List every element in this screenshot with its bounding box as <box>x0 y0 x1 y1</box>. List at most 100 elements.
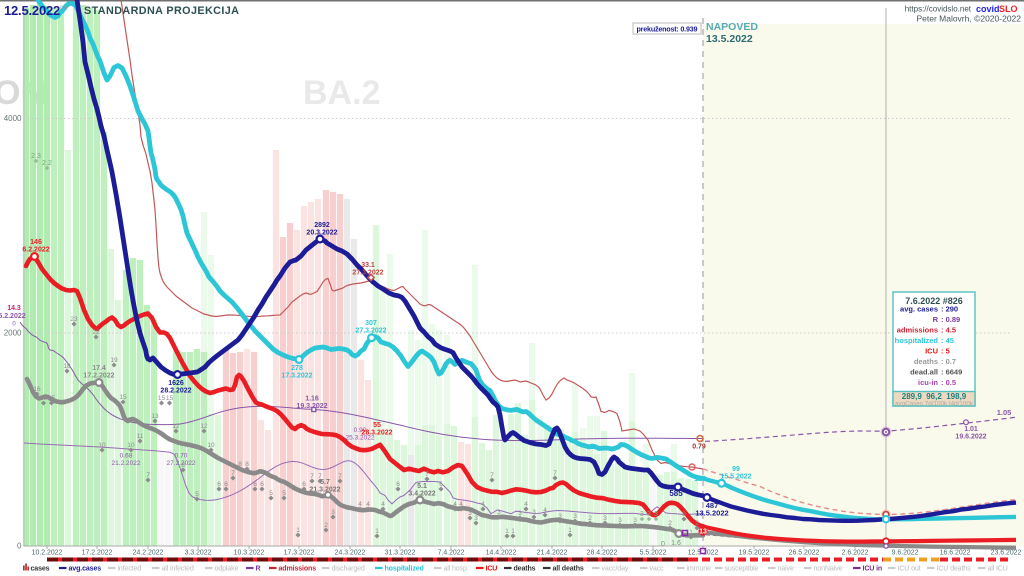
svg-text:15.5.2022: 15.5.2022 <box>720 474 751 481</box>
svg-text:6: 6 <box>396 481 400 488</box>
svg-text:0.79: 0.79 <box>692 444 706 451</box>
svg-text:STANDARDNA PROJEKCIJA: STANDARDNA PROJEKCIJA <box>84 5 239 17</box>
svg-text:4: 4 <box>381 501 385 508</box>
svg-text:ICU deaths: ICU deaths <box>937 565 972 573</box>
svg-text:10: 10 <box>98 442 106 449</box>
svg-text:278: 278 <box>291 365 303 372</box>
svg-text:6: 6 <box>302 481 306 488</box>
svg-text:3: 3 <box>474 515 478 522</box>
svg-text:R: R <box>256 565 261 573</box>
svg-text:3: 3 <box>633 517 637 524</box>
svg-text:16: 16 <box>33 386 41 393</box>
svg-text:5.1: 5.1 <box>417 483 427 490</box>
svg-text:admissions: admissions <box>897 326 938 335</box>
svg-text:13: 13 <box>151 413 159 420</box>
svg-text:all deaths: all deaths <box>553 565 584 573</box>
svg-text:0: 0 <box>661 541 665 548</box>
svg-text:22: 22 <box>92 329 100 336</box>
svg-text:17.3.2022: 17.3.2022 <box>284 550 315 557</box>
svg-text:1: 1 <box>511 528 515 535</box>
svg-text:10: 10 <box>127 442 135 449</box>
svg-text:hospitalized: hospitalized <box>895 336 939 345</box>
svg-text:6: 6 <box>217 481 221 488</box>
svg-text:2000: 2000 <box>4 329 22 338</box>
svg-text:7: 7 <box>338 473 342 480</box>
svg-text:2: 2 <box>324 522 328 529</box>
svg-text:3: 3 <box>618 517 622 524</box>
svg-text:2: 2 <box>695 520 699 527</box>
svg-text:8: 8 <box>181 462 185 469</box>
svg-text:1: 1 <box>505 528 509 535</box>
svg-text:ICU: ICU <box>486 565 498 573</box>
svg-text:27.3.2022: 27.3.2022 <box>355 328 386 335</box>
svg-text:dead.all: dead.all <box>910 368 938 377</box>
svg-text:hospitalized: hospitalized <box>385 565 424 573</box>
svg-text:24.2.2022: 24.2.2022 <box>133 550 164 557</box>
svg-text:7: 7 <box>553 470 557 477</box>
svg-text:4000: 4000 <box>4 114 22 123</box>
svg-text:infected: infected <box>118 565 142 573</box>
svg-text:19.5.2022: 19.5.2022 <box>739 550 770 557</box>
svg-text:susceptible: susceptible <box>725 565 759 573</box>
svg-text:immune: immune <box>687 565 712 573</box>
svg-text:10.2.2022: 10.2.2022 <box>32 550 63 557</box>
svg-text:4: 4 <box>524 501 528 508</box>
svg-text:18: 18 <box>63 363 71 370</box>
svg-text:NAPOVED: NAPOVED <box>706 21 758 33</box>
svg-text:21.4.2022: 21.4.2022 <box>537 550 568 557</box>
svg-text:3: 3 <box>682 511 686 518</box>
svg-text:7: 7 <box>490 472 494 479</box>
svg-text:admissions: admissions <box>279 565 317 573</box>
svg-text:14.3: 14.3 <box>7 305 21 312</box>
svg-text:3: 3 <box>558 513 562 520</box>
svg-text:307: 307 <box>365 320 377 327</box>
svg-text:12: 12 <box>200 423 208 430</box>
svg-text:vacc: vacc <box>650 565 665 573</box>
svg-text:1: 1 <box>296 527 300 534</box>
svg-text:3.4.2022: 3.4.2022 <box>408 491 435 498</box>
svg-text:17.2.2022: 17.2.2022 <box>82 550 113 557</box>
svg-text:: 0.89: : 0.89 <box>941 315 960 324</box>
svg-text:BA.2: BA.2 <box>303 74 380 112</box>
svg-text:6: 6 <box>260 481 264 488</box>
svg-text:7: 7 <box>318 473 322 480</box>
svg-text:13: 13 <box>699 529 707 536</box>
svg-text:23.6.2022: 23.6.2022 <box>991 550 1022 557</box>
svg-text:1: 1 <box>689 529 693 536</box>
svg-text:3: 3 <box>603 515 607 522</box>
svg-text:4: 4 <box>481 501 485 508</box>
svg-text:0: 0 <box>12 322 16 328</box>
svg-text:1.16: 1.16 <box>305 396 319 403</box>
svg-text:10.3.2022: 10.3.2022 <box>234 550 265 557</box>
svg-text:33.1: 33.1 <box>361 262 375 269</box>
svg-text:discharged: discharged <box>332 565 365 573</box>
svg-text:27.3.2022: 27.3.2022 <box>352 270 383 277</box>
svg-text:17.3.2022: 17.3.2022 <box>281 373 312 380</box>
svg-text:odplake: odplake <box>215 565 239 573</box>
svg-text:SLO: SLO <box>999 4 1018 14</box>
svg-text:https://covidslo.net: https://covidslo.net <box>905 5 972 14</box>
svg-text:7: 7 <box>310 473 314 480</box>
svg-text:ICU: ICU <box>925 347 938 356</box>
svg-text:1.6: 1.6 <box>671 540 681 547</box>
svg-text:7.6.2022 #826: 7.6.2022 #826 <box>905 296 963 306</box>
svg-text:avg. cases: avg. cases <box>900 305 938 314</box>
svg-text:0.90: 0.90 <box>354 427 367 434</box>
svg-text:12.5.2022: 12.5.2022 <box>4 3 60 18</box>
svg-text:3: 3 <box>532 509 536 516</box>
svg-text:prekuženost: 0.939: prekuženost: 0.939 <box>637 25 698 34</box>
svg-text:3: 3 <box>640 511 644 518</box>
svg-text:146: 146 <box>30 239 42 246</box>
svg-text:avg.cases: avg.cases <box>69 565 102 573</box>
svg-text:1626: 1626 <box>168 380 184 387</box>
svg-text:all hosp.: all hosp. <box>444 565 469 573</box>
svg-text:ICU out: ICU out <box>898 565 921 573</box>
svg-text:7.4.2022: 7.4.2022 <box>438 550 465 557</box>
svg-text:28.2.2022: 28.2.2022 <box>160 388 191 395</box>
svg-text:all infected: all infected <box>162 565 194 573</box>
svg-text:R: R <box>933 315 939 324</box>
svg-text:7: 7 <box>425 471 429 478</box>
svg-text:3: 3 <box>331 509 335 516</box>
svg-text:all ICU: all ICU <box>988 565 1008 573</box>
svg-text:26.5.2022: 26.5.2022 <box>789 550 820 557</box>
